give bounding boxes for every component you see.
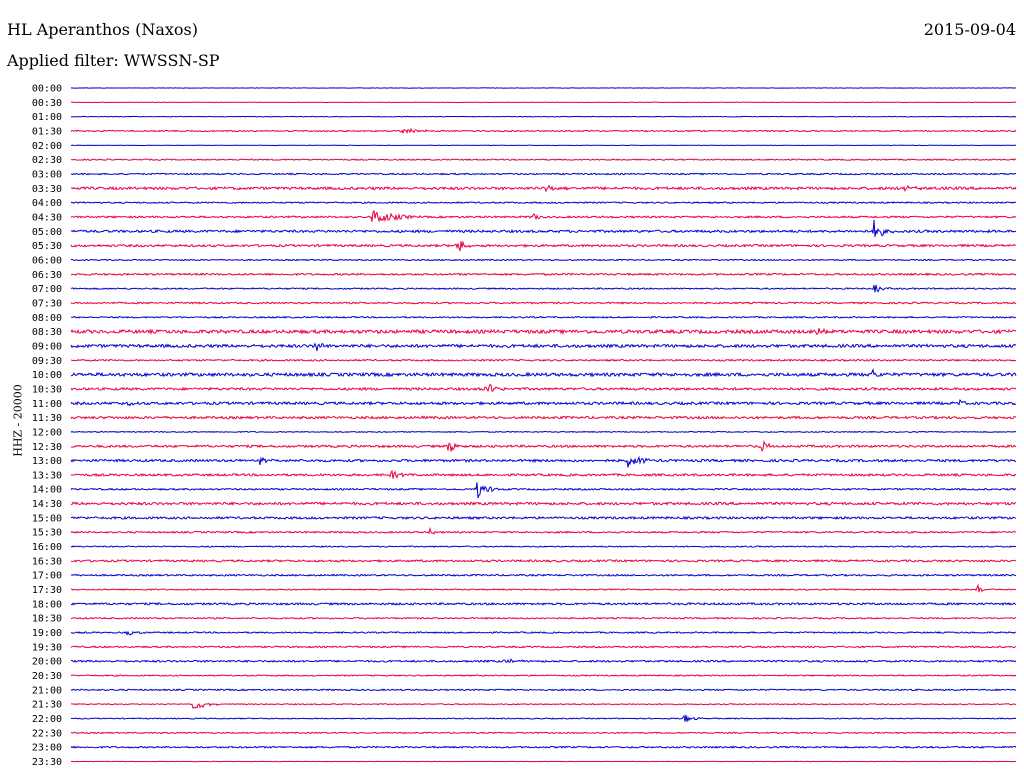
time-tick-label: 07:00	[32, 284, 62, 295]
seismic-trace-0430	[70, 209, 1017, 223]
time-tick-label: 01:30	[32, 126, 62, 137]
seismic-trace-1730	[70, 583, 1017, 593]
seismic-trace-1230	[70, 440, 1017, 452]
time-tick-label: 06:30	[32, 270, 62, 281]
seismic-trace-2000	[70, 658, 1017, 664]
time-tick-label: 11:00	[32, 399, 62, 410]
time-tick-label: 13:00	[32, 456, 62, 467]
seismic-trace-1500	[70, 515, 1017, 521]
time-tick-label: 04:30	[32, 212, 62, 223]
seismic-trace-2300	[70, 745, 1017, 749]
seismic-trace-1430	[70, 501, 1017, 507]
seismic-trace-0500	[70, 219, 1017, 237]
time-tick-label: 12:30	[32, 442, 62, 453]
time-tick-label: 16:00	[32, 542, 62, 553]
seismic-trace-1800	[70, 601, 1017, 606]
time-tick-label: 14:30	[32, 499, 62, 510]
record-date: 2015-09-04	[923, 20, 1016, 39]
seismic-trace-0530	[70, 240, 1017, 252]
time-tick-label: 00:30	[32, 98, 62, 109]
time-tick-label: 05:00	[32, 227, 62, 238]
seismic-trace-0730	[70, 301, 1017, 305]
time-tick-label: 16:30	[32, 556, 62, 567]
time-tick-label: 17:30	[32, 585, 62, 596]
time-tick-label: 20:30	[32, 671, 62, 682]
seismic-trace-2100	[70, 688, 1017, 692]
time-tick-label: 00:00	[32, 84, 62, 95]
time-tick-label: 19:00	[32, 628, 62, 639]
time-tick-label: 18:30	[32, 614, 62, 625]
seismic-trace-0830	[70, 327, 1017, 336]
time-tick-label: 12:00	[32, 427, 62, 438]
time-tick-label: 15:00	[32, 513, 62, 524]
time-tick-label: 08:00	[32, 313, 62, 324]
seismic-trace-0930	[70, 358, 1017, 362]
time-tick-label: 18:00	[32, 599, 62, 610]
seismic-trace-0100	[70, 115, 1017, 118]
seismic-trace-2030	[70, 674, 1017, 677]
time-tick-label: 19:30	[32, 642, 62, 653]
seismic-trace-1700	[70, 573, 1017, 577]
seismic-trace-2200	[70, 714, 1017, 722]
seismic-trace-0230	[70, 158, 1017, 161]
seismic-trace-0330	[70, 184, 1017, 193]
time-tick-label: 09:30	[32, 356, 62, 367]
time-tick-label: 10:00	[32, 370, 62, 381]
time-tick-label: 17:00	[32, 571, 62, 582]
time-tick-label: 09:00	[32, 341, 62, 352]
time-tick-label: 02:30	[32, 155, 62, 166]
seismic-trace-2230	[70, 731, 1017, 735]
seismic-trace-0130	[70, 127, 1017, 135]
time-tick-label: 03:00	[32, 169, 62, 180]
time-tick-label: 11:30	[32, 413, 62, 424]
seismic-trace-1100	[70, 398, 1017, 407]
time-tick-label: 20:00	[32, 657, 62, 668]
time-tick-label: 14:00	[32, 485, 62, 496]
seismic-trace-1900	[70, 630, 1017, 636]
time-tick-label: 03:30	[32, 184, 62, 195]
seismic-trace-0630	[70, 272, 1017, 277]
seismic-trace-2130	[70, 702, 1016, 709]
seismic-trace-0900	[70, 342, 1017, 352]
time-tick-label: 21:00	[32, 685, 62, 696]
seismic-trace-1200	[70, 430, 1017, 434]
time-tick-label: 02:00	[32, 141, 62, 152]
seismic-trace-0400	[70, 201, 1017, 205]
time-tick-label: 08:30	[32, 327, 62, 338]
time-tick-label: 23:30	[32, 757, 62, 768]
seismic-trace-1130	[70, 415, 1017, 420]
time-tick-label: 05:30	[32, 241, 62, 252]
seismic-trace-1630	[70, 558, 1017, 563]
seismic-trace-1400	[70, 482, 1017, 499]
time-tick-label: 13:30	[32, 470, 62, 481]
seismic-trace-1830	[70, 616, 1017, 620]
time-tick-label: 22:30	[32, 728, 62, 739]
seismic-trace-0300	[70, 172, 1017, 176]
filter-label: Applied filter: WWSSN-SP	[7, 51, 220, 70]
time-tick-label: 01:00	[32, 112, 62, 123]
seismic-trace-1000	[70, 368, 1017, 378]
time-tick-label: 21:30	[32, 700, 62, 711]
seismic-trace-0700	[70, 284, 1017, 293]
seismic-trace-1030	[70, 383, 1017, 393]
time-tick-label: 15:30	[32, 528, 62, 539]
seismic-trace-1300	[70, 455, 1017, 468]
time-tick-label: 04:00	[32, 198, 62, 209]
time-tick-label: 22:00	[32, 714, 62, 725]
seismic-trace-1600	[70, 545, 1017, 548]
station-title: HL Aperanthos (Naxos)	[7, 20, 198, 39]
seismic-trace-0800	[70, 315, 1017, 319]
seismic-trace-0600	[70, 258, 1017, 262]
seismic-trace-1530	[70, 526, 1017, 535]
time-tick-label: 10:30	[32, 384, 62, 395]
time-tick-label: 07:30	[32, 298, 62, 309]
seismic-trace-1930	[70, 645, 1017, 649]
time-tick-label: 23:00	[32, 743, 62, 754]
time-tick-label: 06:00	[32, 255, 62, 266]
seismic-trace-1330	[70, 469, 1017, 479]
